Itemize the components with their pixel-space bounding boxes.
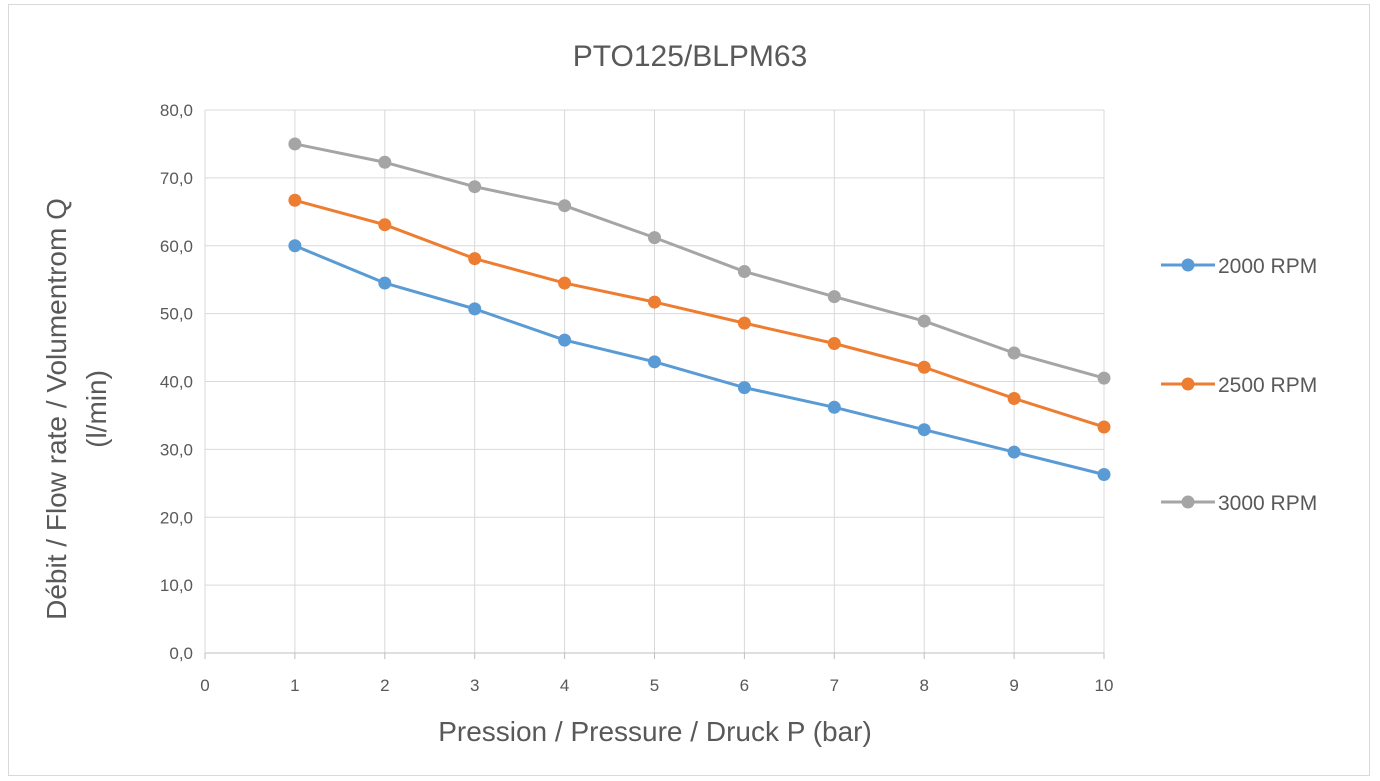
data-point [917,360,931,374]
y-tick-label: 20,0 [160,508,193,527]
data-point [1007,346,1021,360]
series-layer [288,137,1111,481]
series-line [294,198,1105,429]
y-tick-label: 50,0 [160,305,193,324]
legend-item: 3000 RPM [1161,492,1317,515]
x-tick-label: 8 [919,676,928,695]
data-point [468,302,482,316]
y-axis-title-line1: Débit / Flow rate / Volumentrom Q [41,198,72,620]
data-point [468,180,482,194]
data-point [1007,445,1021,459]
x-tick-label: 1 [290,676,299,695]
data-point [288,137,302,151]
legend-marker [1181,377,1195,391]
x-tick-label: 0 [200,676,209,695]
data-point [378,276,392,290]
legend: 2000 RPM 2500 RPM 3000 RPM [1161,255,1317,515]
axes [204,110,1105,659]
data-point [827,336,841,350]
data-point [1097,371,1111,385]
x-tick-label: 3 [470,676,479,695]
data-point [648,295,661,309]
y-tick-label: 60,0 [160,237,193,256]
data-point [558,276,572,290]
y-axis-title-line2: (l/min) [81,370,112,448]
data-point [648,231,661,245]
x-tick-label: 6 [740,676,749,695]
data-point [288,239,302,253]
y-tick-label: 10,0 [160,576,193,595]
legend-item: 2000 RPM [1161,255,1317,278]
data-point [917,314,931,328]
y-axis-title: Débit / Flow rate / Volumentrom Q (l/min… [41,198,112,620]
series-2000-rpm [288,239,1111,481]
data-point [917,423,931,437]
tick-labels: 0,0 10,0 20,0 30,0 40,0 50,0 60,0 70,0 80,0 0 1 2 3 4… [160,101,1114,695]
legend-label: 2500 RPM [1218,374,1317,397]
data-point [1097,420,1111,434]
data-point [1097,467,1111,481]
y-tick-label: 30,0 [160,440,193,459]
x-tick-label: 5 [650,676,659,695]
data-point [378,155,392,169]
data-point [737,316,751,330]
chart-title: PTO125/BLPM63 [573,40,808,73]
y-tick-label: 0,0 [169,644,193,663]
x-tick-label: 2 [380,676,389,695]
legend-item: 2500 RPM [1161,374,1317,397]
series-line [294,142,1105,380]
legend-marker [1181,258,1195,272]
x-axis-title: Pression / Pressure / Druck P (bar) [438,716,872,747]
y-tick-label: 80,0 [160,101,193,120]
data-point [468,252,482,266]
data-point [1007,391,1021,405]
x-tick-label: 10 [1095,676,1114,695]
y-tick-label: 40,0 [160,373,193,392]
data-point [288,193,302,207]
data-point [827,400,841,414]
x-tick-label: 9 [1009,676,1018,695]
chart-frame [8,4,1370,776]
y-tick-label: 70,0 [160,169,193,188]
data-point [827,290,841,304]
data-point [648,355,661,369]
legend-label: 3000 RPM [1218,492,1317,515]
data-point [737,381,751,395]
x-tick-label: 4 [560,676,569,695]
series-2500-rpm [288,193,1111,434]
data-point [558,333,572,347]
data-point [378,218,392,232]
data-point [737,265,751,279]
legend-label: 2000 RPM [1218,255,1317,278]
x-tick-label: 7 [830,676,839,695]
series-3000-rpm [288,137,1111,385]
legend-marker [1181,495,1195,509]
series-line [294,244,1105,476]
data-point [558,199,572,213]
